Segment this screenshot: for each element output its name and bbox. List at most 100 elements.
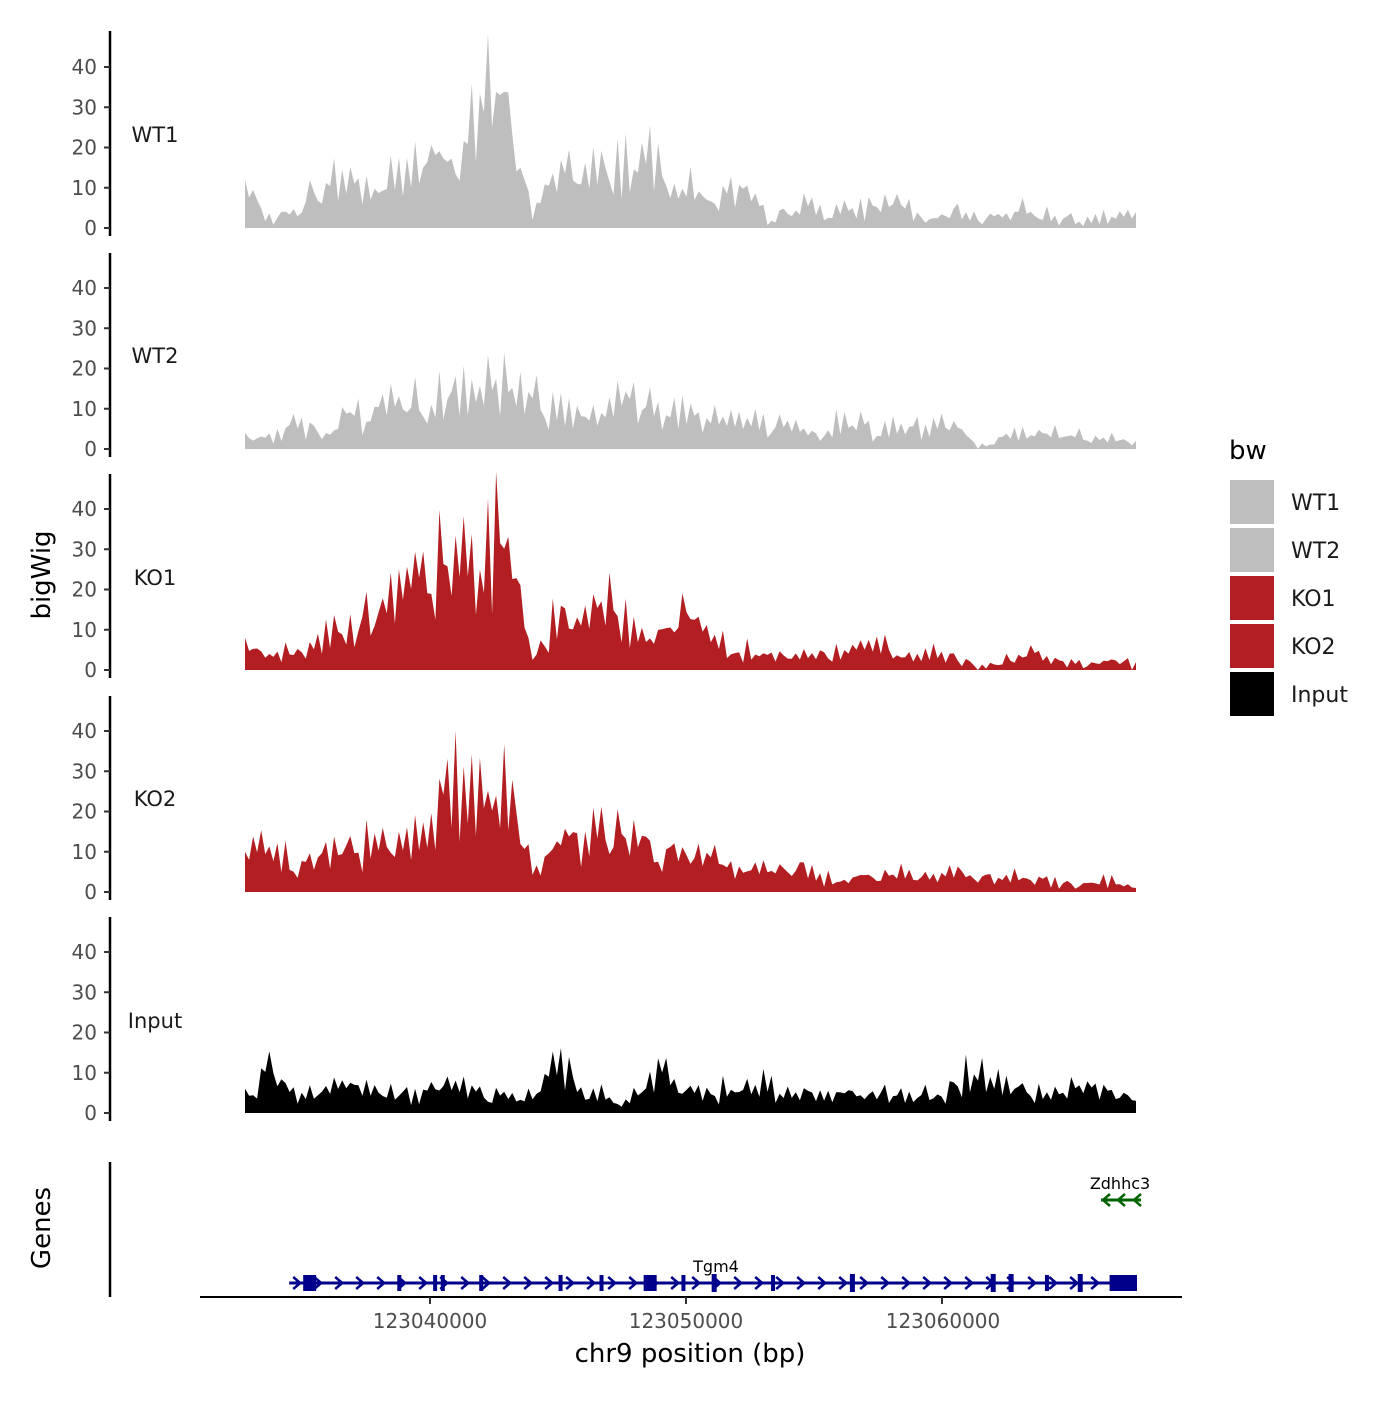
y-tick-label-ko1-10: 10 [72,618,97,642]
legend-key-input [1230,672,1274,716]
y-tick-label-input-10: 10 [72,1061,97,1085]
genes-panel-title: Genes [27,1187,57,1269]
y-tick-label-ko2-30: 30 [72,759,97,783]
coverage-area-input [245,1048,1136,1113]
gene-tgm4-exon [711,1274,717,1292]
track-label-input: Input [128,1009,182,1033]
gene-tgm4-strand-arrow [628,1276,639,1290]
legend-key-wt2 [1230,528,1274,572]
gene-tgm4-strand-arrow [355,1276,366,1290]
gene-tgm4-strand-arrow [334,1276,345,1290]
gene-tgm4-strand-arrow [1027,1276,1038,1290]
legend-label-ko1: KO1 [1291,587,1336,612]
gene-tgm4-exon [440,1275,445,1291]
legend-label-wt1: WT1 [1291,491,1340,516]
gene-tgm4-strand-arrow [880,1276,891,1290]
coverage-area-ko2 [245,730,1136,892]
track-label-wt2: WT2 [132,344,179,368]
y-tick-label-wt1-10: 10 [72,176,97,200]
y-tick-label-ko2-10: 10 [72,840,97,864]
gene-tgm4-exon [681,1275,686,1291]
gene-tgm4-exon [479,1275,484,1291]
y-tick-label-ko1-20: 20 [72,578,97,602]
gene-tgm4-strand-arrow [313,1276,324,1290]
gene-tgm4-strand-arrow [775,1276,786,1290]
gene-tgm4-exon [599,1275,604,1291]
y-tick-label-input-30: 30 [72,980,97,1004]
gene-tgm4-strand-arrow [1069,1276,1080,1290]
gene-label-zdhhc3: Zdhhc3 [1090,1174,1150,1193]
track-label-wt1: WT1 [132,123,179,147]
gene-panel [108,1162,1142,1297]
gene-tgm4-strand-arrow [796,1276,807,1290]
y-tick-label-ko2-0: 0 [84,880,97,904]
gene-tgm4-strand-arrow [754,1276,765,1290]
gene-tgm4-strand-arrow [565,1276,576,1290]
gene-tgm4-strand-arrow [838,1276,849,1290]
gene-tgm4-strand-arrow [586,1276,597,1290]
gene-tgm4-exon [643,1275,657,1291]
gene-label-tgm4: Tgm4 [692,1257,739,1276]
legend-label-wt2: WT2 [1291,539,1340,564]
legend-key-wt1 [1230,480,1274,524]
gene-tgm4-strand-arrow [460,1276,471,1290]
y-tick-label-wt1-40: 40 [72,55,97,79]
gene-tgm4-strand-arrow [376,1276,387,1290]
x-ticks [429,1297,943,1304]
y-tick-label-wt2-20: 20 [72,357,97,381]
y-tick-label-input-40: 40 [72,940,97,964]
y-tick-label-input-20: 20 [72,1021,97,1045]
y-tick-label-wt1-30: 30 [72,95,97,119]
gene-tgm4-exon [397,1275,402,1291]
x-axis-title: chr9 position (bp) [575,1339,806,1369]
legend-key-ko2 [1230,624,1274,668]
y-axis-title: bigWig [27,530,57,619]
y-tick-label-ko1-0: 0 [84,658,97,682]
y-tick-label-wt2-0: 0 [84,437,97,461]
y-tick-label-ko2-20: 20 [72,800,97,824]
x-tick-label-3: 123060000 [886,1309,1001,1333]
gene-tgm4-strand-arrow [859,1276,870,1290]
gene-tgm4-strand-arrow [922,1276,933,1290]
gene-tgm4-strand-arrow [1048,1276,1059,1290]
legend: bw WT1 WT2 KO1 KO2 Input [1229,436,1348,716]
gene-tgm4-exon [303,1275,317,1291]
tracks-layer: 0 10 20 30 40 0 10 20 30 40 0 10 20 30 40 0 10 20 30 40 0 10 2… [72,31,1136,1125]
legend-title: bw [1229,436,1267,466]
y-tick-label-ko1-30: 30 [72,537,97,561]
gene-tgm4-exon [558,1275,563,1291]
gene-tgm4-exon [990,1274,996,1292]
track-label-ko2: KO2 [134,787,177,811]
y-tick-label-wt1-0: 0 [84,216,97,240]
gene-tgm4-exon [1077,1274,1083,1292]
coverage-area-wt1 [245,33,1136,229]
gene-tgm4-strand-arrow [1090,1276,1101,1290]
gene-tgm4-exon [433,1275,438,1291]
legend-label-ko2: KO2 [1291,635,1336,660]
gene-tgm4-strand-arrow [502,1276,513,1290]
x-tick-label-2: 123050000 [629,1309,744,1333]
legend-key-ko1 [1230,576,1274,620]
gene-tgm4-exon [849,1274,855,1292]
gene-tgm4-strand-arrow [607,1276,618,1290]
y-tick-label-wt2-30: 30 [72,316,97,340]
gene-tgm4-strand-arrow [964,1276,975,1290]
gene-tgm4-exon [1044,1275,1049,1291]
gene-tgm4-strand-arrow [943,1276,954,1290]
gene-tgm4-strand-arrow [481,1276,492,1290]
gene-zdhhc3-strand-arrow [1101,1193,1111,1207]
y-tick-label-wt2-10: 10 [72,397,97,421]
gene-tgm4-strand-arrow [901,1276,912,1290]
gene-tgm4-strand-arrow [670,1276,681,1290]
gene-zdhhc3-strand-arrow [1132,1193,1142,1207]
coverage-area-ko1 [245,471,1136,670]
gene-tgm4-strand-arrow [817,1276,828,1290]
gene-tgm4-exon [771,1275,776,1291]
y-tick-label-wt1-20: 20 [72,136,97,160]
gene-tgm4-exon [1116,1275,1137,1291]
y-tick-label-wt2-40: 40 [72,276,97,300]
gene-tgm4-strand-arrow [691,1276,702,1290]
coverage-area-wt2 [245,352,1136,449]
gene-tgm4-strand-arrow [418,1276,429,1290]
